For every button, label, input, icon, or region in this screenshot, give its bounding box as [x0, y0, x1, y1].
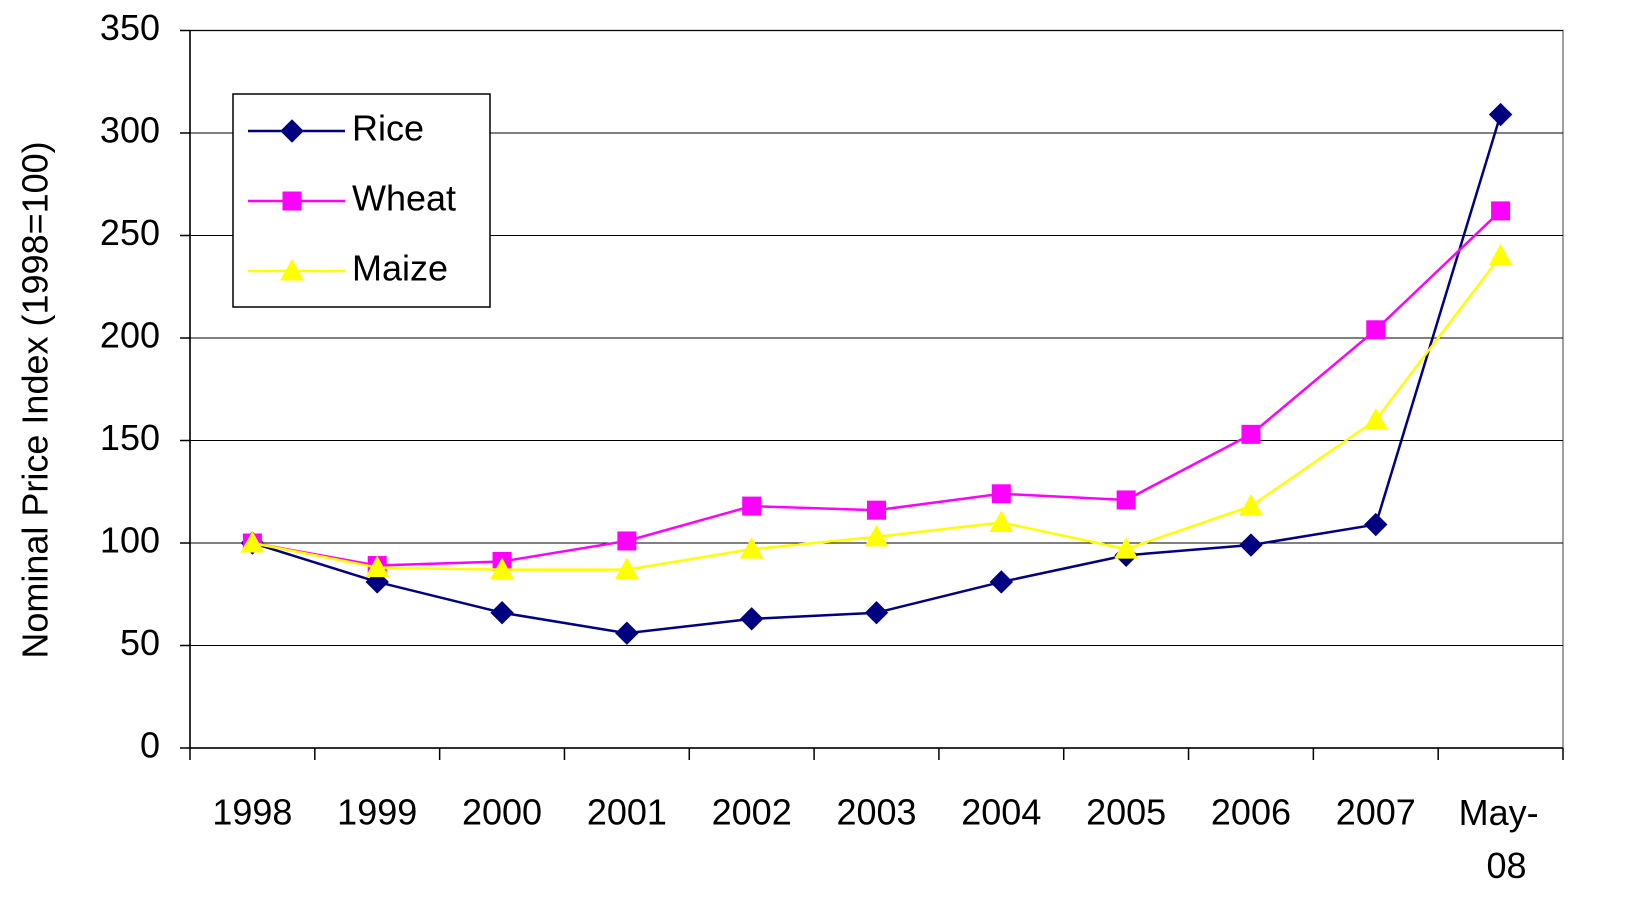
marker	[617, 531, 637, 551]
marker	[1488, 243, 1513, 266]
marker	[739, 537, 764, 559]
y-label-group: Nominal Price Index (1998=100)	[15, 141, 56, 658]
x-tick-label: 1999	[337, 792, 417, 833]
marker	[282, 191, 302, 211]
y-axis-label: Nominal Price Index (1998=100)	[15, 141, 56, 658]
legend-label: Rice	[352, 108, 424, 149]
y-tick-label: 150	[100, 417, 160, 458]
y-tick-label: 200	[100, 315, 160, 356]
marker	[1241, 424, 1261, 444]
marker	[1239, 533, 1263, 557]
x-tick-label: May-08	[1459, 792, 1539, 886]
marker	[867, 500, 886, 520]
y-tick-label: 300	[100, 110, 160, 151]
marker	[864, 524, 889, 547]
marker	[1116, 490, 1136, 510]
marker	[615, 557, 639, 580]
marker	[490, 557, 514, 580]
marker	[280, 258, 304, 281]
marker	[280, 119, 304, 143]
legend-label: Wheat	[352, 178, 456, 219]
marker	[742, 496, 762, 516]
marker	[615, 621, 639, 645]
x-tick-label: 2006	[1211, 792, 1291, 833]
y-tick-label: 100	[100, 520, 160, 561]
marker	[1239, 494, 1263, 516]
marker	[1114, 537, 1138, 559]
x-tick-label: 2007	[1336, 792, 1416, 833]
x-tick-label: 2001	[587, 792, 667, 833]
y-tick-label: 0	[140, 725, 160, 766]
marker	[739, 607, 764, 631]
x-tick-label: 2000	[462, 792, 542, 833]
y-tick-label: 250	[100, 212, 160, 253]
x-tick-label: 2003	[836, 792, 916, 833]
marker	[240, 530, 265, 553]
y-tick-label: 50	[120, 622, 160, 663]
x-tick-label: 1998	[212, 792, 292, 833]
marker	[365, 555, 390, 578]
marker	[1363, 407, 1388, 430]
marker	[1366, 320, 1386, 340]
x-tick-label: 2005	[1086, 792, 1166, 833]
marker	[490, 600, 514, 625]
marker	[1488, 102, 1513, 127]
marker	[991, 484, 1011, 504]
marker	[864, 600, 889, 625]
marker	[989, 570, 1014, 594]
marker	[1491, 201, 1511, 221]
x-tick-label: 2004	[961, 792, 1041, 833]
x-tick-label: 2002	[712, 792, 792, 833]
y-tick-label: 350	[100, 7, 160, 48]
legend-label: Maize	[352, 248, 448, 289]
marker	[1364, 512, 1388, 537]
marker	[989, 510, 1014, 532]
